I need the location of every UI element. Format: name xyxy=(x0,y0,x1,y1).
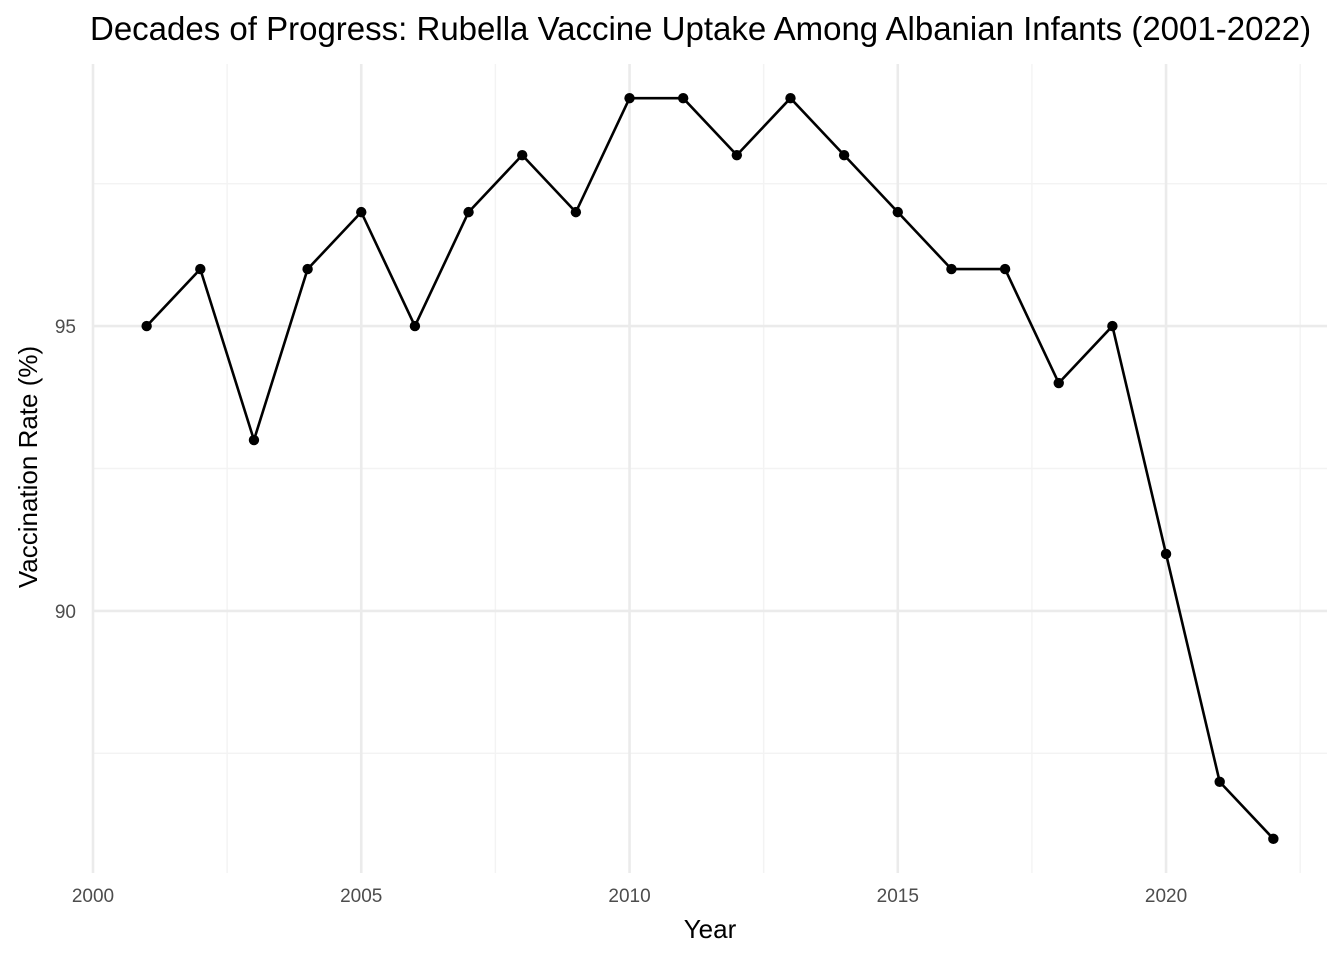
data-point xyxy=(517,149,528,161)
data-point xyxy=(785,92,796,104)
grid xyxy=(91,64,1327,873)
data-point xyxy=(141,320,152,332)
series-line xyxy=(145,96,1275,840)
data-point xyxy=(1214,776,1225,788)
y-tick-label: 90 xyxy=(55,602,76,623)
data-point xyxy=(195,263,206,275)
chart-title: Decades of Progress: Rubella Vaccine Upt… xyxy=(90,10,1311,47)
data-point xyxy=(1053,377,1064,389)
y-axis-title: Vaccination Rate (%) xyxy=(13,346,43,588)
x-tick-label: 2000 xyxy=(72,886,114,907)
data-point xyxy=(1268,833,1279,845)
x-tick-label: 2020 xyxy=(1145,886,1187,907)
data-point xyxy=(946,263,957,275)
y-tick-label: 95 xyxy=(55,317,76,338)
data-point xyxy=(1160,548,1172,560)
data-points xyxy=(141,92,1279,845)
series-layer xyxy=(145,96,1275,840)
data-point xyxy=(999,263,1011,275)
data-point xyxy=(892,206,903,218)
data-point xyxy=(409,320,421,332)
data-point xyxy=(1107,320,1118,332)
x-axis-title: Year xyxy=(684,914,737,944)
data-point xyxy=(570,206,582,218)
x-tick-label: 2005 xyxy=(340,886,382,907)
data-point xyxy=(677,92,689,104)
data-point xyxy=(302,263,313,275)
x-tick-label: 2015 xyxy=(877,886,919,907)
data-point xyxy=(624,92,635,104)
data-point xyxy=(356,206,367,218)
data-point xyxy=(463,206,474,218)
x-tick-label: 2010 xyxy=(608,886,650,907)
data-point xyxy=(838,149,850,161)
tick-labels: 2000 2005 2010 2015 2020 90 95 xyxy=(55,317,1187,907)
data-point xyxy=(248,434,260,446)
data-point xyxy=(731,149,743,161)
